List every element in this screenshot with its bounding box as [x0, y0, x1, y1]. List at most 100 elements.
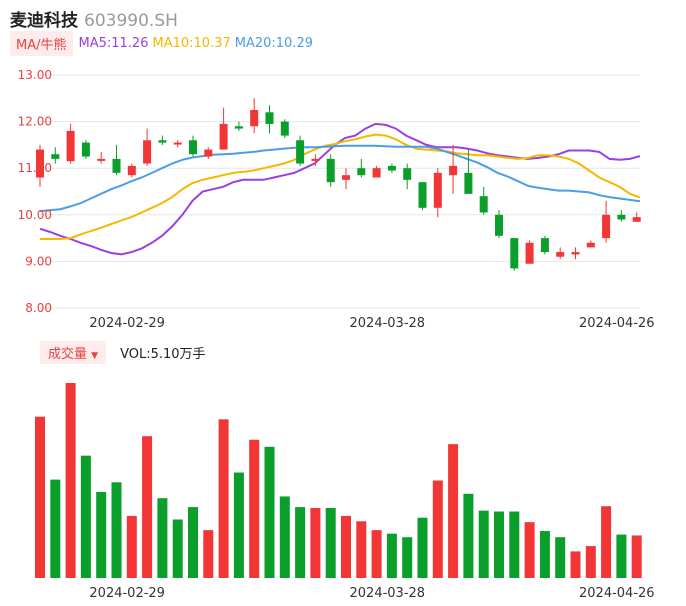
candle-body [449, 165, 458, 176]
volume-bar [341, 515, 351, 578]
candle-body [250, 109, 259, 127]
y-tick-label: 13.00 [18, 68, 52, 82]
x-tick-label-price: 2024-03-28 [350, 316, 426, 331]
ma20-line [39, 144, 641, 213]
candle-body [234, 126, 243, 129]
price-grid [40, 74, 640, 309]
volume-bar [142, 436, 153, 578]
candle-body [586, 242, 595, 248]
ma5-label: MA5:11.26 [78, 35, 149, 51]
volume-bar [233, 472, 244, 578]
x-tick-label-volume: 2024-03-28 [350, 586, 426, 601]
candle-body [296, 140, 305, 164]
volume-bar [631, 535, 642, 578]
candle-body [173, 142, 182, 145]
volume-bar [96, 492, 107, 578]
volume-indicator-tag[interactable]: 成交量 ▼ [40, 340, 107, 364]
ma10-line [40, 133, 641, 240]
volume-bar [570, 551, 581, 578]
stock-title: 麦迪科技 603990.SH [10, 6, 178, 31]
volume-bar [601, 506, 612, 578]
candle-body [326, 158, 335, 183]
volume-value: VOL:5.10万手 [120, 346, 206, 362]
candle-body [158, 140, 167, 143]
x-tick-label-price: 2024-04-26 [579, 316, 655, 331]
volume-bars [35, 383, 642, 578]
volume-bar [50, 479, 61, 578]
volume-bar [65, 383, 76, 578]
candle-body [418, 182, 427, 208]
ma-lines [39, 122, 641, 256]
volume-bar [386, 533, 397, 578]
ma5-line [39, 122, 641, 256]
y-tick-label: 9.00 [25, 254, 52, 268]
x-tick-label-volume: 2024-04-26 [579, 586, 655, 601]
candle-body [602, 214, 611, 239]
y-tick-label: 8.00 [25, 301, 52, 315]
axes: 13.00 12.00 11.00 10.00 9.00 8.00 2024-02-29 20… [18, 68, 655, 601]
volume-bar [509, 511, 520, 578]
candle-body [143, 140, 152, 164]
candle-body [127, 165, 136, 176]
ma20-label: MA20:10.29 [234, 35, 313, 51]
candle-body [632, 217, 641, 222]
volume-bar [555, 537, 566, 578]
candle-body [81, 142, 90, 157]
volume-bar [616, 534, 627, 578]
volume-bar [218, 419, 229, 578]
volume-bar [539, 531, 550, 578]
candle-body [112, 158, 121, 173]
x-tick-label-volume: 2024-02-29 [89, 586, 165, 601]
candle-body [219, 123, 228, 150]
volume-bar [126, 515, 137, 578]
volume-bar [111, 482, 122, 578]
volume-bar [585, 546, 596, 578]
volume-bar [463, 493, 474, 578]
candle-body [97, 158, 106, 161]
candle-body [66, 130, 75, 162]
candle-body [510, 238, 519, 269]
caret-down-icon: ▼ [91, 350, 99, 361]
candle-body [403, 168, 412, 180]
candle-body [540, 238, 549, 253]
volume-bar [249, 439, 260, 578]
candle-body [372, 168, 381, 178]
candle-body [51, 154, 60, 159]
candle-body [189, 140, 197, 155]
candle-body [204, 149, 213, 157]
candle-body [464, 172, 473, 194]
stock-name: 麦迪科技 [10, 11, 78, 31]
volume-bar [402, 537, 413, 578]
candle-body [387, 165, 396, 171]
candle-body [280, 121, 289, 136]
candle-body [495, 214, 503, 236]
volume-bar [310, 507, 321, 578]
volume-bar [35, 416, 45, 578]
candle-body [342, 175, 350, 180]
candle-body [525, 242, 534, 264]
ma10-label: MA10:10.37 [152, 35, 231, 51]
candle-body [433, 172, 442, 208]
volume-bar [417, 517, 428, 578]
volume-bar [188, 507, 198, 578]
ma-indicator-tag[interactable]: MA/牛熊 [10, 30, 73, 56]
candles [36, 98, 641, 271]
volume-bar [432, 480, 443, 578]
y-tick-label: 10.00 [18, 208, 52, 222]
candle-body [556, 252, 565, 257]
ma-legend: MA/牛熊 MA5:11.26 MA10:10.37 MA20:10.29 [10, 30, 317, 56]
volume-legend: 成交量 ▼ VOL:5.10万手 [40, 340, 206, 364]
volume-bar [157, 498, 168, 578]
volume-bar [448, 444, 459, 578]
volume-bar [494, 511, 504, 578]
stock-code: 603990.SH [84, 11, 178, 31]
candle-body [617, 214, 626, 220]
candle-body [571, 252, 580, 255]
volume-bar [172, 519, 183, 578]
y-tick-label: 12.00 [18, 115, 52, 129]
volume-bar [371, 530, 382, 578]
candle-body [36, 149, 44, 178]
volume-bar [295, 507, 306, 578]
x-tick-label-price: 2024-02-29 [89, 316, 165, 331]
